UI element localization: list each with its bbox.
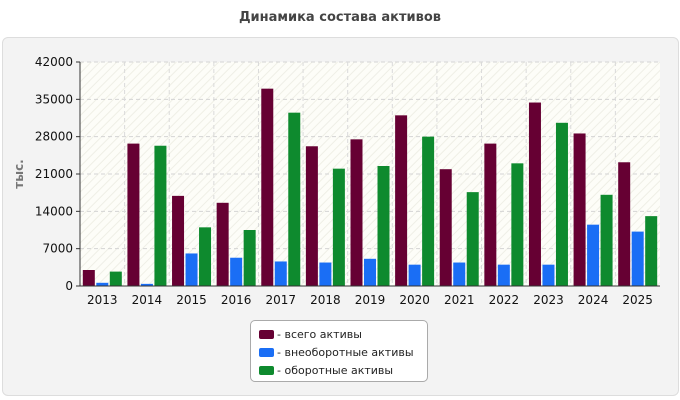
x-tick-label: 2023 [533, 293, 564, 307]
x-tick-label: 2025 [622, 293, 653, 307]
bar-current-2014 [154, 145, 167, 286]
bar-total-2014 [127, 143, 140, 286]
legend-swatch-current [259, 365, 274, 375]
y-tick-label: 35000 [35, 92, 73, 106]
bar-current-2020 [422, 136, 435, 286]
y-axis-label: тыс. [12, 159, 26, 188]
bar-noncurrent-2015 [185, 253, 198, 286]
y-tick-label: 7000 [42, 242, 73, 256]
chart-title: Динамика состава активов [238, 10, 442, 25]
bar-noncurrent-2018 [319, 262, 332, 286]
bar-total-2023 [528, 102, 541, 287]
bar-noncurrent-2022 [497, 264, 510, 286]
bar-current-2019 [377, 166, 390, 286]
bar-current-2013 [109, 271, 122, 286]
x-tick-label: 2016 [221, 293, 252, 307]
bar-total-2025 [618, 162, 631, 286]
bar-total-2020 [395, 115, 408, 286]
x-tick-label: 2013 [87, 293, 118, 307]
bar-noncurrent-2025 [631, 231, 644, 286]
legend-label-noncurrent: - внеоборотные активы [277, 345, 414, 359]
bar-current-2018 [332, 168, 345, 286]
bar-noncurrent-2017 [274, 261, 287, 286]
y-tick-label: 42000 [35, 55, 73, 69]
bar-current-2016 [243, 230, 256, 286]
legend-item-current: - оборотные активы [259, 361, 427, 379]
bar-current-2022 [511, 163, 524, 286]
y-tick-label: 21000 [35, 167, 73, 181]
x-tick-label: 2018 [310, 293, 341, 307]
bar-current-2017 [288, 112, 301, 287]
x-tick-label: 2020 [399, 293, 430, 307]
bar-current-2023 [555, 122, 568, 286]
legend-swatch-total [259, 329, 274, 339]
legend-swatch-noncurrent [259, 347, 274, 357]
bar-total-2019 [350, 139, 363, 286]
bar-total-2016 [216, 202, 229, 286]
bar-total-2018 [305, 146, 318, 286]
x-tick-label: 2022 [489, 293, 520, 307]
bar-total-2017 [261, 88, 274, 287]
y-tick-label: 0 [65, 279, 73, 293]
bar-noncurrent-2021 [453, 262, 466, 286]
legend-item-total: - всего активы [259, 325, 427, 343]
bar-total-2022 [484, 143, 497, 286]
chart-legend: - всего активы - внеоборотные активы - о… [250, 320, 428, 382]
x-tick-label: 2015 [176, 293, 207, 307]
bar-noncurrent-2013 [96, 282, 109, 286]
bar-current-2024 [600, 194, 613, 286]
legend-item-noncurrent: - внеоборотные активы [259, 343, 427, 361]
bar-total-2021 [439, 169, 452, 286]
y-tick-label: 28000 [35, 130, 73, 144]
bar-noncurrent-2019 [364, 258, 376, 286]
bar-noncurrent-2014 [140, 283, 153, 286]
bar-noncurrent-2023 [542, 264, 555, 286]
bar-noncurrent-2016 [230, 257, 243, 286]
x-tick-label: 2017 [265, 293, 296, 307]
bar-noncurrent-2020 [408, 264, 421, 286]
bar-current-2025 [645, 216, 658, 286]
y-tick-label: 14000 [35, 204, 73, 218]
x-tick-label: 2019 [355, 293, 386, 307]
bar-total-2015 [172, 195, 185, 286]
bar-current-2021 [466, 192, 479, 286]
x-tick-label: 2024 [578, 293, 609, 307]
x-tick-label: 2021 [444, 293, 475, 307]
legend-label-current: - оборотные активы [277, 363, 394, 377]
bar-noncurrent-2024 [587, 224, 600, 286]
bar-total-2013 [82, 270, 95, 286]
bar-current-2015 [199, 227, 212, 286]
legend-label-total: - всего активы [277, 327, 362, 341]
x-tick-label: 2014 [132, 293, 163, 307]
bar-total-2024 [573, 133, 586, 286]
